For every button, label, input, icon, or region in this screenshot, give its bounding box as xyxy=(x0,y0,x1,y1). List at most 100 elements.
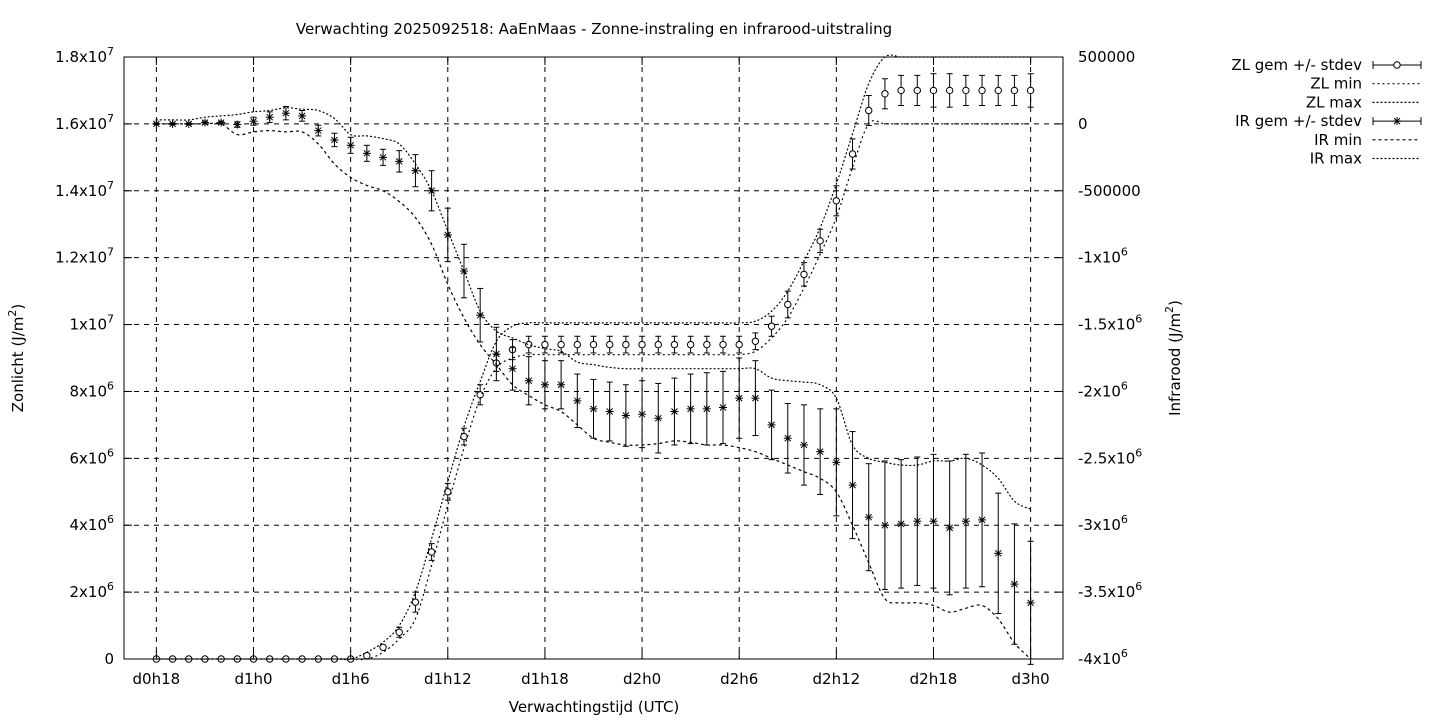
legend-item: ZL min xyxy=(1310,75,1422,93)
x-tick-label: d1h18 xyxy=(521,670,569,688)
x-tick-label: d2h0 xyxy=(623,670,661,688)
ir-mean-marker xyxy=(621,411,630,420)
grid-lines xyxy=(124,56,1063,660)
zl-mean-marker xyxy=(525,340,533,349)
ir-mean-marker xyxy=(638,410,647,419)
zl-mean-marker xyxy=(800,270,808,279)
zl-mean-marker xyxy=(622,340,630,349)
legend-swatch xyxy=(1372,61,1422,69)
x-axis-label: Verwachtingstijd (UTC) xyxy=(509,698,680,716)
ir-mean-marker xyxy=(524,376,533,385)
y2-tick-label: 500000 xyxy=(1078,48,1135,66)
y-tick-label: 1x107 xyxy=(69,313,114,334)
ir-mean-marker xyxy=(249,117,258,126)
ir-mean-marker xyxy=(476,311,485,320)
zl-mean-marker xyxy=(444,488,452,496)
zl-mean-marker xyxy=(654,340,662,349)
ir-mean-marker xyxy=(767,420,776,429)
series-zl-max xyxy=(155,54,1032,661)
x-tick-label: d0h18 xyxy=(133,670,181,688)
y2-tick-label: -1x106 xyxy=(1078,246,1128,267)
zl-mean-marker xyxy=(379,643,387,651)
legend-item: IR min xyxy=(1314,131,1422,149)
ir-mean-marker xyxy=(1026,598,1035,607)
ir-mean-marker xyxy=(751,394,760,403)
y-tick-label: 0 xyxy=(104,650,114,668)
y-tick-label: 1.8x107 xyxy=(55,45,114,66)
ir-mean-marker xyxy=(702,404,711,413)
y2-tick-label: -2.5x106 xyxy=(1078,446,1142,467)
zl-mean-marker xyxy=(784,300,792,309)
series-zl-gem-stdev xyxy=(152,73,1035,663)
ir-mean-marker xyxy=(945,523,954,532)
x-tick-label: d1h0 xyxy=(234,670,272,688)
ir-mean-marker xyxy=(314,126,323,135)
zl-mean-marker xyxy=(605,340,614,349)
zl-mean-marker xyxy=(848,150,857,158)
ir-mean-marker xyxy=(508,364,517,373)
zl-mean-marker xyxy=(703,340,711,349)
x-tick-label: d2h18 xyxy=(910,670,958,688)
ir-mean-marker xyxy=(427,186,436,195)
zl-mean-marker xyxy=(978,86,986,95)
ir-mean-marker xyxy=(281,109,290,118)
zl-mean-marker xyxy=(1026,86,1035,95)
y-tick-label: 6x106 xyxy=(69,446,114,467)
ir-mean-marker xyxy=(411,166,420,175)
zl-mean-marker xyxy=(670,340,679,349)
zl-mean-marker xyxy=(573,340,582,349)
ir-mean-marker xyxy=(605,407,614,416)
ir-mean-marker xyxy=(799,440,808,449)
ir-mean-marker xyxy=(233,120,242,129)
ir-mean-marker xyxy=(1393,117,1401,126)
y2-tick-label: 0 xyxy=(1078,115,1088,133)
chart-title: Verwachting 2025092518: AaEnMaas - Zonne… xyxy=(296,20,892,38)
ir-mean-marker xyxy=(719,403,728,412)
zl-mean-marker xyxy=(411,598,420,606)
ir-mean-marker xyxy=(395,157,404,166)
ir-mean-marker xyxy=(978,515,987,524)
y2-axis-label: Infrarood (J/m2) xyxy=(1163,300,1184,416)
y2-tick-label: -2x106 xyxy=(1078,379,1128,400)
ir-mean-marker xyxy=(573,396,582,405)
ir-mean-marker xyxy=(994,549,1003,558)
range-line xyxy=(155,54,1032,661)
y-tick-label: 8x106 xyxy=(69,379,114,400)
y2-tick-label: -3x106 xyxy=(1078,513,1128,534)
series-ir-max xyxy=(155,107,1032,510)
legend-swatch xyxy=(1372,117,1422,126)
ir-mean-marker xyxy=(897,519,906,528)
range-line xyxy=(155,107,1032,510)
legend-label: ZL max xyxy=(1306,93,1362,111)
legend-item: IR max xyxy=(1310,150,1422,168)
ir-mean-marker xyxy=(735,394,744,403)
ir-mean-marker xyxy=(816,447,825,456)
y2-tick-label: -500000 xyxy=(1078,182,1141,200)
ir-mean-marker xyxy=(443,230,452,239)
ir-mean-marker xyxy=(540,380,549,389)
zl-mean-marker xyxy=(767,322,776,330)
y2-tick-label: -3.5x106 xyxy=(1078,580,1142,601)
zl-mean-marker xyxy=(945,86,954,95)
zl-mean-marker xyxy=(962,86,970,95)
ir-mean-marker xyxy=(929,517,938,526)
plot-border xyxy=(123,56,1064,660)
zl-mean-marker xyxy=(589,340,598,349)
ir-mean-marker xyxy=(200,118,209,127)
series-ir-gem-stdev xyxy=(152,105,1035,665)
y-tick-label: 4x106 xyxy=(69,513,114,534)
y-tick-label: 1.4x107 xyxy=(55,179,114,200)
zl-mean-marker xyxy=(881,90,889,98)
ir-mean-marker xyxy=(362,149,371,158)
y2-tick-label: -1.5x106 xyxy=(1078,313,1142,334)
y2-tick-label: -4x106 xyxy=(1078,647,1128,668)
legend-label: IR min xyxy=(1314,131,1362,149)
x-tick-label: d1h12 xyxy=(424,670,472,688)
ir-mean-marker xyxy=(686,404,695,413)
ir-mean-marker xyxy=(783,434,792,443)
zl-mean-marker xyxy=(557,340,565,349)
legend-label: IR gem +/- stdev xyxy=(1235,112,1362,130)
zl-mean-marker xyxy=(751,337,760,345)
tick-labels: d0h18 d1h0 d1h6 d1h12 d1h18 d2h0 d2h6 d2h12 d2h1… xyxy=(55,45,1142,688)
